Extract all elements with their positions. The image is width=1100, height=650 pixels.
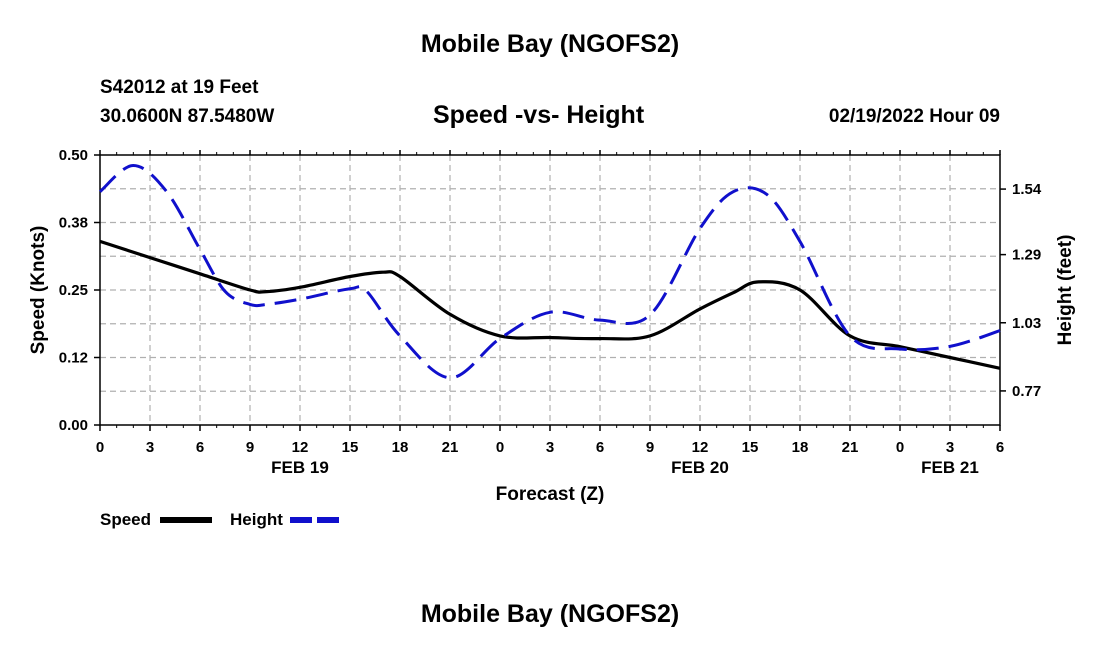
y-tick-label: 0.25 — [59, 282, 88, 299]
x-tick-label: 21 — [842, 439, 859, 456]
y-tick-label: 0.38 — [59, 215, 88, 232]
x-tick-label: 3 — [546, 439, 554, 456]
y2-tick-label: 1.29 — [1012, 247, 1041, 264]
x-tick-label: 9 — [646, 439, 654, 456]
speed-series-line — [99, 239, 1001, 370]
axis-labels: 0 3 6 9 12 15 18 21 0 3 6 9 12 15 18 21 0 3 6 0.00 0.12 0.25 0… — [28, 147, 1076, 505]
x-tick-label: 0 — [896, 439, 904, 456]
y2-tick-label: 1.54 — [1012, 181, 1042, 198]
y2-tick-label: 0.77 — [1012, 383, 1041, 400]
chart-title: Mobile Bay (NGOFS2) — [420, 30, 680, 58]
legend: Speed Height — [100, 510, 343, 529]
x-tick-label: 15 — [342, 439, 359, 456]
grid — [100, 155, 1000, 425]
y2-axis-title: Height (feet) — [1055, 235, 1076, 346]
coordinates-label: 30.0600N 87.5480W — [100, 106, 275, 127]
footer-title: Mobile Bay (NGOFS2) — [420, 600, 680, 628]
date-label: FEB 20 — [671, 458, 729, 477]
axis-ticks — [94, 150, 1006, 431]
y2-tick-label: 1.03 — [1012, 315, 1041, 332]
x-tick-label: 6 — [996, 439, 1004, 456]
x-tick-label: 6 — [596, 439, 604, 456]
station-label: S42012 at 19 Feet — [100, 77, 259, 98]
chart-subtitle: Speed -vs- Height — [433, 101, 645, 129]
x-tick-label: 18 — [392, 439, 409, 456]
x-tick-label: 6 — [196, 439, 204, 456]
y-tick-label: 0.50 — [59, 147, 88, 164]
x-tick-label: 15 — [742, 439, 759, 456]
x-tick-label: 9 — [246, 439, 254, 456]
x-axis-title: Forecast (Z) — [496, 484, 605, 505]
x-tick-label: 3 — [946, 439, 954, 456]
x-tick-label: 0 — [496, 439, 504, 456]
legend-height-label: Height — [230, 510, 283, 529]
y-tick-label: 0.12 — [59, 350, 88, 367]
date-label: FEB 21 — [921, 458, 979, 477]
date-label: FEB 19 — [271, 458, 329, 477]
y-axis-title: Speed (Knots) — [28, 226, 49, 355]
height-series-line — [98, 163, 1001, 380]
y-tick-label: 0.00 — [59, 417, 88, 434]
x-tick-label: 21 — [442, 439, 459, 456]
series-group — [98, 163, 1001, 380]
x-tick-label: 12 — [292, 439, 309, 456]
x-tick-label: 12 — [692, 439, 709, 456]
x-tick-label: 0 — [96, 439, 104, 456]
x-tick-label: 3 — [146, 439, 154, 456]
x-tick-label: 18 — [792, 439, 809, 456]
forecast-datetime: 02/19/2022 Hour 09 — [828, 106, 1000, 127]
legend-speed-label: Speed — [100, 510, 151, 529]
